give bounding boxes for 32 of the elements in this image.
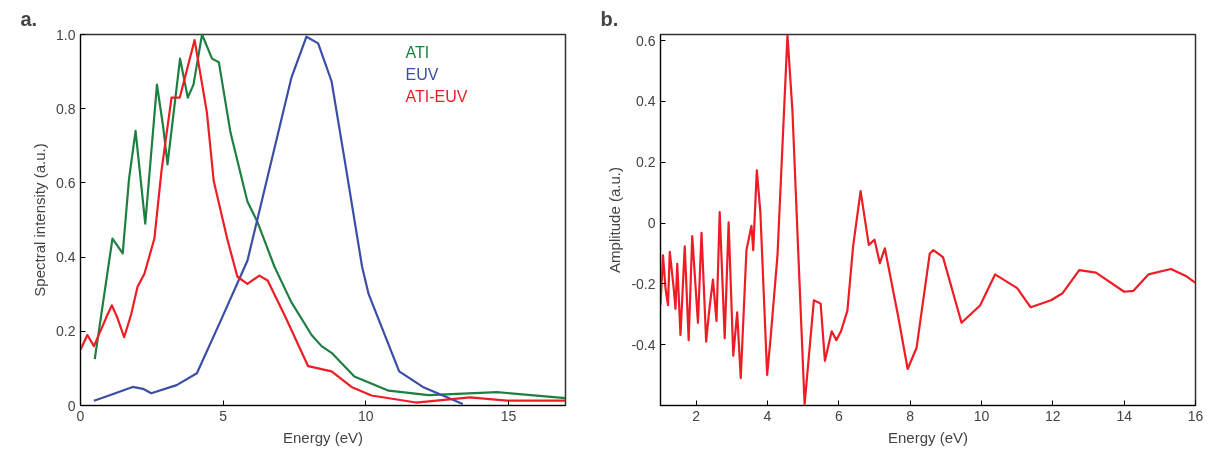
x-tick-label: 10	[358, 407, 374, 424]
x-tick-label: 6	[834, 407, 843, 424]
x-tick-label: 4	[763, 407, 772, 424]
y-tick-label: 0.8	[56, 100, 76, 117]
x-tick-label: 8	[906, 407, 915, 424]
y-tick-label: -0.2	[631, 275, 656, 292]
y-tick-label: 0.4	[56, 249, 76, 266]
y-axis-title: Amplitude (a.u.)	[606, 167, 624, 273]
x-tick-label: 5	[219, 407, 228, 424]
x-tick-label: 14	[1116, 407, 1133, 424]
x-axis-title: Energy (eV)	[282, 428, 364, 446]
x-tick-label: 12	[1045, 407, 1061, 424]
y-tick-label: 0	[647, 215, 656, 232]
text: ATI	[405, 43, 430, 61]
y-tick-label: -0.4	[631, 336, 656, 353]
x-tick-label: 10	[973, 407, 990, 424]
text: EUV	[405, 65, 439, 83]
x-tick-label: 16	[1187, 407, 1204, 424]
y-tick-label: 0.2	[56, 323, 76, 340]
y-tick-label: 0.2	[636, 154, 656, 171]
y-tick-label: 0.6	[56, 174, 76, 191]
y-tick-label: 0.4	[636, 93, 656, 110]
chart-title: a.	[20, 7, 38, 30]
x-tick-label: 15	[500, 407, 517, 424]
y-tick-label: 0.6	[636, 32, 656, 49]
y-axis-title: Spectral intensity (a.u.)	[31, 143, 49, 297]
x-axis-title: Energy (eV)	[887, 428, 969, 446]
y-tick-label: 1.0	[56, 26, 76, 43]
chart-title: b.	[600, 7, 619, 30]
line-series	[660, 34, 1196, 406]
x-tick-label: 2	[692, 407, 701, 424]
text: ATI-EUV	[405, 87, 468, 105]
